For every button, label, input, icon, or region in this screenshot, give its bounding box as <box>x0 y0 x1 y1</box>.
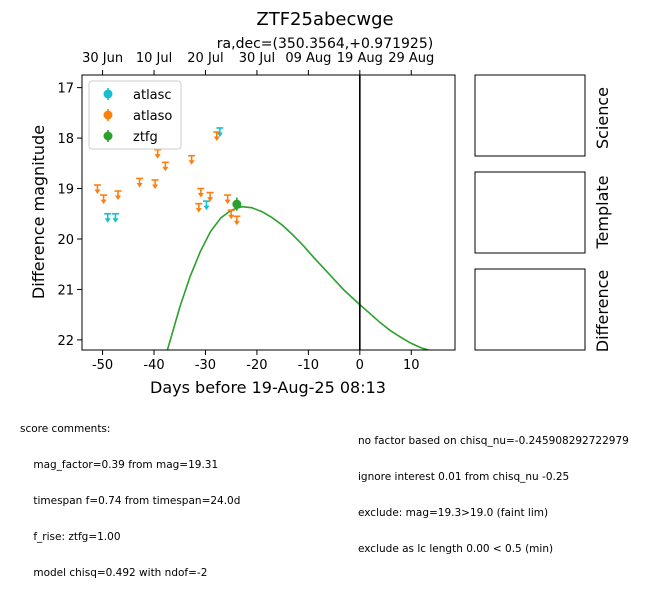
comment-line: f_rise: ztfg=1.00 <box>20 531 121 543</box>
comment-line: mag_factor=0.39 from mag=19.31 <box>20 459 219 471</box>
difference-panel-label: Difference <box>593 270 612 352</box>
x-tick-label: -40 <box>143 358 164 373</box>
series-atlaso <box>93 131 241 226</box>
top-tick-label: 09 Aug <box>285 51 331 66</box>
upper-limit-marker <box>100 194 108 205</box>
legend-label: atlasc <box>133 88 172 103</box>
x-tick-label: -20 <box>246 358 267 373</box>
comment-line: score comments: <box>20 423 111 435</box>
legend: atlasc atlaso ztfg <box>88 80 182 150</box>
top-tick-label: 20 Jul <box>187 51 223 66</box>
limit-arrowhead <box>104 218 111 223</box>
limit-arrowhead <box>112 218 119 223</box>
legend-entry: atlasc <box>103 88 172 103</box>
series-ztfg <box>232 197 242 211</box>
y-tick-label: 20 <box>57 233 74 248</box>
plot-area: -50 -40 -30 -20 -10 0 10 30 Jun 10 Jul 20 Jul 30 J… <box>57 51 434 373</box>
top-tick-label: 30 Jun <box>82 51 123 66</box>
upper-limit-marker <box>213 131 221 142</box>
upper-limit-marker <box>233 215 241 226</box>
x-tick-label: -50 <box>92 358 113 373</box>
score-comments-right: no factor based on chisq_nu=-0.245908292… <box>358 411 650 567</box>
comment-line: timespan f=0.74 from timespan=24.0d <box>20 495 241 507</box>
upper-limit-marker <box>154 148 162 159</box>
legend-marker <box>103 131 113 141</box>
legend-box <box>88 80 182 150</box>
template-panel <box>474 171 586 254</box>
limit-arrowhead <box>207 197 214 202</box>
x-tick-label: 0 <box>356 358 364 373</box>
upper-limit-marker <box>114 190 122 201</box>
upper-limit-marker <box>93 184 101 194</box>
upper-limit-marker <box>188 154 196 165</box>
upper-limit-marker <box>161 161 169 172</box>
y-tick-label: 19 <box>57 183 74 198</box>
limit-arrowhead <box>188 160 195 165</box>
plot-frame <box>81 74 456 351</box>
science-panel-label: Science <box>593 87 612 149</box>
limit-arrowhead <box>154 154 161 159</box>
limit-arrowhead <box>94 189 101 194</box>
limit-arrowhead <box>213 136 220 142</box>
y-axis-label: Difference magnitude <box>29 125 48 299</box>
limit-arrowhead <box>100 199 107 205</box>
legend-entry: ztfg <box>103 130 158 145</box>
upper-limit-marker <box>203 200 211 211</box>
upper-limit-marker <box>197 187 205 198</box>
comment-line: model chisq=0.492 with ndof=-2 <box>20 567 208 579</box>
y-tick-label: 17 <box>57 82 74 97</box>
limit-arrowhead <box>224 199 231 205</box>
chart-subtitle: ra,dec=(350.3564,+0.971925) <box>217 36 433 52</box>
model-curve <box>166 205 432 350</box>
limit-arrowhead <box>152 184 159 189</box>
limit-arrowhead <box>195 208 202 213</box>
template-panel-label: Template <box>593 175 612 249</box>
data-point <box>232 199 242 209</box>
x-tick-label: -10 <box>298 358 319 373</box>
y-tick-label: 18 <box>57 132 74 147</box>
upper-limit-marker <box>104 212 112 223</box>
y-tick-label: 22 <box>57 334 74 349</box>
comment-line: no factor based on chisq_nu=-0.245908292… <box>358 435 629 447</box>
limit-arrowhead <box>233 220 240 226</box>
top-tick-label: 30 Jul <box>239 51 275 66</box>
figure: ZTF25abecwge ra,dec=(350.3564,+0.971925)… <box>29 9 612 397</box>
top-tick-label: 10 Jul <box>136 51 172 66</box>
difference-panel <box>474 268 586 351</box>
plot-clipped-group <box>93 75 432 350</box>
series-atlasc <box>104 127 224 223</box>
x-tick-label: 10 <box>403 358 420 373</box>
legend-label: atlaso <box>133 109 172 124</box>
science-panel <box>474 74 586 157</box>
limit-arrowhead <box>216 132 223 137</box>
legend-marker <box>103 89 113 99</box>
limit-arrowhead <box>115 195 122 201</box>
upper-limit-marker <box>111 212 119 223</box>
legend-label: ztfg <box>133 130 158 145</box>
upper-limit-marker <box>224 194 232 205</box>
limit-arrowhead <box>136 182 143 188</box>
upper-limit-marker <box>136 177 144 188</box>
y-tick-label: 21 <box>57 283 74 298</box>
limit-arrowhead <box>203 205 210 211</box>
upper-limit-marker <box>151 179 159 189</box>
limit-arrowhead <box>162 166 169 172</box>
upper-limit-marker <box>227 209 235 220</box>
comment-line: exclude: mag=19.3>19.0 (faint lim) <box>358 507 549 519</box>
legend-marker <box>103 110 113 120</box>
chart-title: ZTF25abecwge <box>256 9 393 30</box>
limit-arrowhead <box>228 214 235 220</box>
x-tick-label: -30 <box>195 358 216 373</box>
upper-limit-marker <box>195 202 203 213</box>
comment-line: exclude as lc length 0.00 < 0.5 (min) <box>358 543 554 555</box>
limit-arrowhead <box>197 193 204 198</box>
x-axis-label: Days before 19-Aug-25 08:13 <box>150 378 386 397</box>
score-comments-left: score comments: mag_factor=0.39 from mag… <box>20 399 240 591</box>
top-tick-label: 19 Aug <box>337 51 383 66</box>
comment-line: ignore interest 0.01 from chisq_nu -0.25 <box>358 471 570 483</box>
top-tick-label: 29 Aug <box>388 51 434 66</box>
upper-limit-marker <box>206 191 214 202</box>
legend-entry: atlaso <box>103 109 172 124</box>
